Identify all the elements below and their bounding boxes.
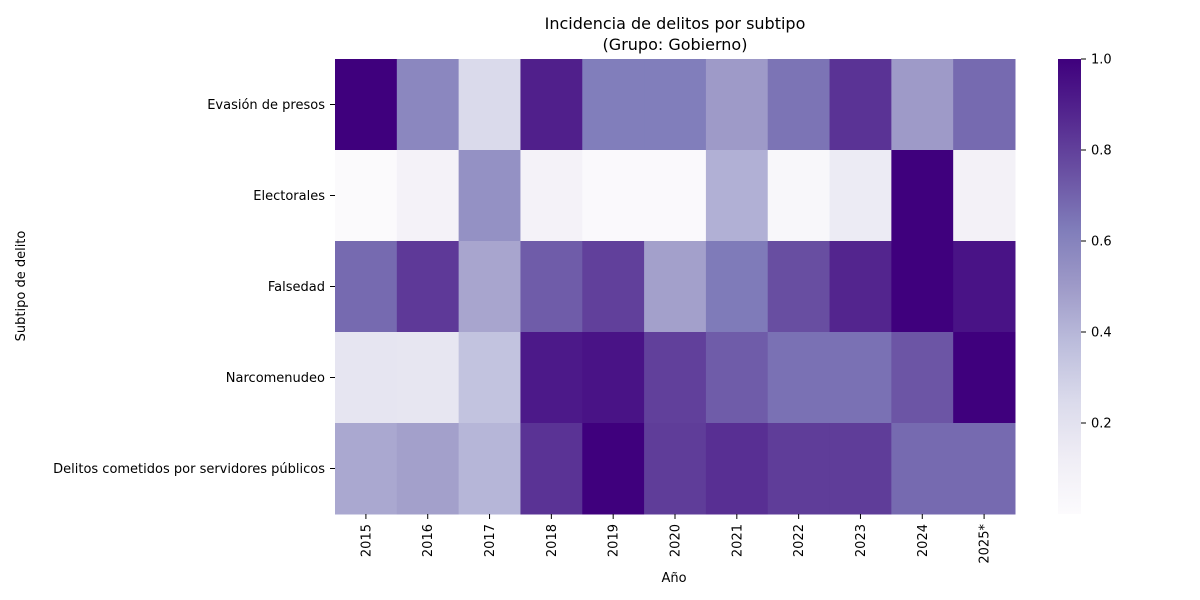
heatmap-cell — [767, 423, 831, 515]
colorbar — [1058, 59, 1081, 514]
heatmap-cell — [396, 59, 460, 151]
chart-subtitle: (Grupo: Gobierno) — [603, 35, 748, 54]
heatmap-cell — [396, 150, 460, 242]
heatmap-cell — [705, 423, 769, 515]
heatmap-cell — [953, 59, 1016, 151]
heatmap-cell — [705, 332, 769, 424]
heatmap-cell — [335, 59, 398, 151]
heatmap-cell — [520, 423, 583, 515]
heatmap-cell — [829, 59, 892, 151]
colorbar-ticks: 0.2 0.4 0.6 0.8 1.0 — [1081, 53, 1112, 432]
heatmap-cell — [705, 150, 769, 242]
heatmap-cell — [644, 241, 707, 333]
y-tick-label: Narcomenudeo — [226, 371, 325, 386]
heatmap-cell — [767, 59, 831, 151]
colorbar-tick-label: 0.2 — [1091, 417, 1112, 432]
chart-title: Incidencia de delitos por subtipo — [545, 14, 806, 33]
colorbar-tick-label: 0.4 — [1091, 326, 1112, 341]
heatmap-cell — [644, 423, 707, 515]
x-axis-label: Año — [661, 571, 686, 586]
x-tick-label: 2020 — [669, 524, 684, 557]
heatmap-cell — [396, 332, 460, 424]
heatmap-cell — [520, 150, 583, 242]
heatmap-cell — [335, 150, 398, 242]
heatmap-cell — [644, 332, 707, 424]
y-tick-label: Delitos cometidos por servidores público… — [53, 462, 325, 477]
x-tick-label: 2015 — [359, 524, 374, 557]
x-tick-label: 2016 — [421, 524, 436, 557]
heatmap-cell — [644, 59, 707, 151]
x-tick-label: 2019 — [607, 524, 622, 557]
x-tick-label: 2021 — [730, 524, 745, 557]
heatmap-cell — [520, 59, 583, 151]
colorbar-tick-label: 1.0 — [1091, 53, 1112, 68]
heatmap-cell — [767, 332, 831, 424]
heatmap-cell — [335, 241, 398, 333]
heatmap-cell — [953, 423, 1016, 515]
x-tick-label: 2023 — [854, 524, 869, 557]
heatmap-cell — [582, 332, 645, 424]
colorbar-tick-label: 0.8 — [1091, 144, 1112, 159]
heatmap-cell — [953, 241, 1016, 333]
heatmap-cell — [644, 150, 707, 242]
x-tick-label: 2024 — [916, 524, 931, 557]
heatmap-cell — [767, 150, 831, 242]
x-tick-label: 2025* — [978, 524, 993, 564]
heatmap-cell — [396, 423, 460, 515]
heatmap-cell — [829, 241, 892, 333]
heatmap-cell — [953, 150, 1016, 242]
y-tick-label: Evasión de presos — [207, 98, 325, 113]
heatmap-cell — [829, 332, 892, 424]
x-tick-label: 2018 — [545, 524, 560, 557]
y-tick-label: Electorales — [253, 189, 325, 204]
x-axis-ticks: 2015 2016 2017 2018 2019 2020 2021 2022 2023 2024… — [359, 514, 993, 564]
y-axis-label: Subtipo de delito — [14, 231, 29, 342]
heatmap-cell — [458, 332, 521, 424]
heatmap-cell — [582, 59, 645, 151]
heatmap-cell — [891, 59, 954, 151]
heatmap-cell — [891, 150, 954, 242]
heatmap-cell — [705, 241, 769, 333]
heatmap-cell — [520, 332, 583, 424]
heatmap-cell — [829, 150, 892, 242]
heatmap-cell — [335, 423, 398, 515]
heatmap-cell — [891, 241, 954, 333]
x-tick-label: 2017 — [483, 524, 498, 557]
heatmap-cell — [767, 241, 831, 333]
heatmap-cell — [520, 241, 583, 333]
heatmap-cell — [891, 423, 954, 515]
heatmap-cell — [458, 423, 521, 515]
heatmap-cells — [335, 59, 1016, 515]
colorbar-tick-label: 0.6 — [1091, 235, 1112, 250]
heatmap-cell — [891, 332, 954, 424]
heatmap-cell — [582, 150, 645, 242]
heatmap-cell — [829, 423, 892, 515]
y-tick-label: Falsedad — [268, 280, 325, 295]
heatmap-cell — [582, 241, 645, 333]
heatmap-cell — [396, 241, 460, 333]
heatmap-cell — [705, 59, 769, 151]
heatmap-cell — [953, 332, 1016, 424]
heatmap-cell — [335, 332, 398, 424]
heatmap-cell — [458, 59, 521, 151]
y-axis-ticks: Evasión de presos Electorales Falsedad Narc… — [53, 98, 335, 477]
heatmap-cell — [582, 423, 645, 515]
heatmap-cell — [458, 241, 521, 333]
heatmap-cell — [458, 150, 521, 242]
x-tick-label: 2022 — [792, 524, 807, 557]
